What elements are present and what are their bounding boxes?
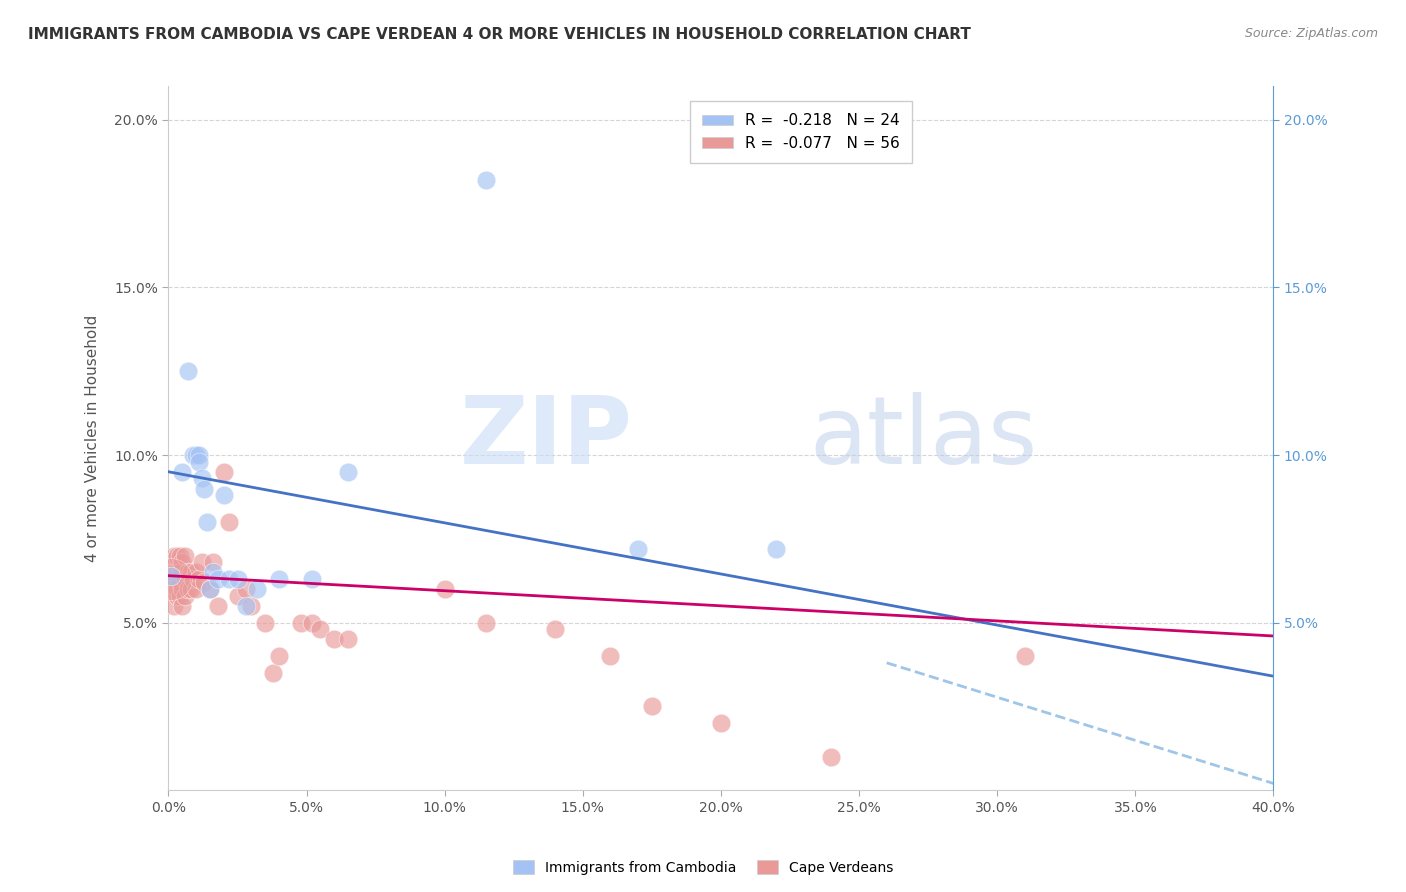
Point	[160, 582, 183, 596]
Point	[193, 575, 215, 590]
Point	[190, 471, 212, 485]
Text: IMMIGRANTS FROM CAMBODIA VS CAPE VERDEAN 4 OR MORE VEHICLES IN HOUSEHOLD CORRELA: IMMIGRANTS FROM CAMBODIA VS CAPE VERDEAN…	[28, 27, 972, 42]
Point	[337, 632, 360, 647]
Point	[172, 599, 194, 613]
Point	[290, 615, 312, 630]
Point	[235, 599, 257, 613]
Point	[267, 572, 290, 586]
Point	[166, 566, 188, 580]
Point	[184, 582, 207, 596]
Point	[1014, 649, 1036, 664]
Text: atlas: atlas	[810, 392, 1038, 484]
Point	[166, 549, 188, 563]
Point	[262, 665, 284, 680]
Point	[166, 582, 188, 596]
Point	[169, 566, 191, 580]
Point	[337, 465, 360, 479]
Point	[207, 572, 229, 586]
Point	[301, 615, 323, 630]
Point	[187, 448, 209, 462]
Point	[198, 582, 221, 596]
Point	[475, 173, 498, 187]
Point	[160, 568, 183, 582]
Point	[240, 599, 263, 613]
Point	[641, 699, 664, 714]
Point	[163, 582, 186, 596]
Point	[212, 488, 235, 502]
Point	[172, 566, 194, 580]
Point	[198, 582, 221, 596]
Point	[172, 465, 194, 479]
Point	[174, 572, 197, 586]
Point	[218, 572, 240, 586]
Point	[180, 566, 202, 580]
Point	[235, 582, 257, 596]
Point	[177, 566, 200, 580]
Point	[226, 572, 249, 586]
Point	[226, 589, 249, 603]
Point	[190, 555, 212, 569]
Text: Source: ZipAtlas.com: Source: ZipAtlas.com	[1244, 27, 1378, 40]
Point	[160, 572, 183, 586]
Legend: R =  -0.218   N = 24, R =  -0.077   N = 56: R = -0.218 N = 24, R = -0.077 N = 56	[690, 101, 912, 163]
Point	[174, 589, 197, 603]
Point	[177, 582, 200, 596]
Point	[627, 541, 650, 556]
Point	[172, 555, 194, 569]
Point	[544, 622, 567, 636]
Point	[267, 649, 290, 664]
Point	[212, 465, 235, 479]
Point	[765, 541, 787, 556]
Point	[201, 566, 224, 580]
Point	[166, 589, 188, 603]
Point	[207, 599, 229, 613]
Point	[169, 575, 191, 590]
Point	[163, 599, 186, 613]
Point	[174, 549, 197, 563]
Point	[184, 448, 207, 462]
Point	[433, 582, 456, 596]
Point	[187, 572, 209, 586]
Point	[218, 515, 240, 529]
Point	[169, 589, 191, 603]
Point	[201, 555, 224, 569]
Point	[177, 364, 200, 378]
Point	[183, 448, 205, 462]
Point	[180, 582, 202, 596]
Point	[160, 555, 183, 569]
Point	[323, 632, 346, 647]
Point	[475, 615, 498, 630]
Point	[710, 716, 733, 731]
Point	[163, 566, 186, 580]
Point	[172, 582, 194, 596]
Point	[309, 622, 332, 636]
Point	[193, 482, 215, 496]
Point	[195, 515, 218, 529]
Point	[254, 615, 277, 630]
Point	[183, 572, 205, 586]
Point	[169, 549, 191, 563]
Legend: Immigrants from Cambodia, Cape Verdeans: Immigrants from Cambodia, Cape Verdeans	[508, 855, 898, 880]
Point	[246, 582, 269, 596]
Point	[820, 749, 842, 764]
Point	[160, 572, 183, 586]
Y-axis label: 4 or more Vehicles in Household: 4 or more Vehicles in Household	[86, 315, 100, 562]
Text: ZIP: ZIP	[460, 392, 633, 484]
Point	[184, 566, 207, 580]
Point	[163, 549, 186, 563]
Point	[187, 455, 209, 469]
Point	[301, 572, 323, 586]
Point	[599, 649, 621, 664]
